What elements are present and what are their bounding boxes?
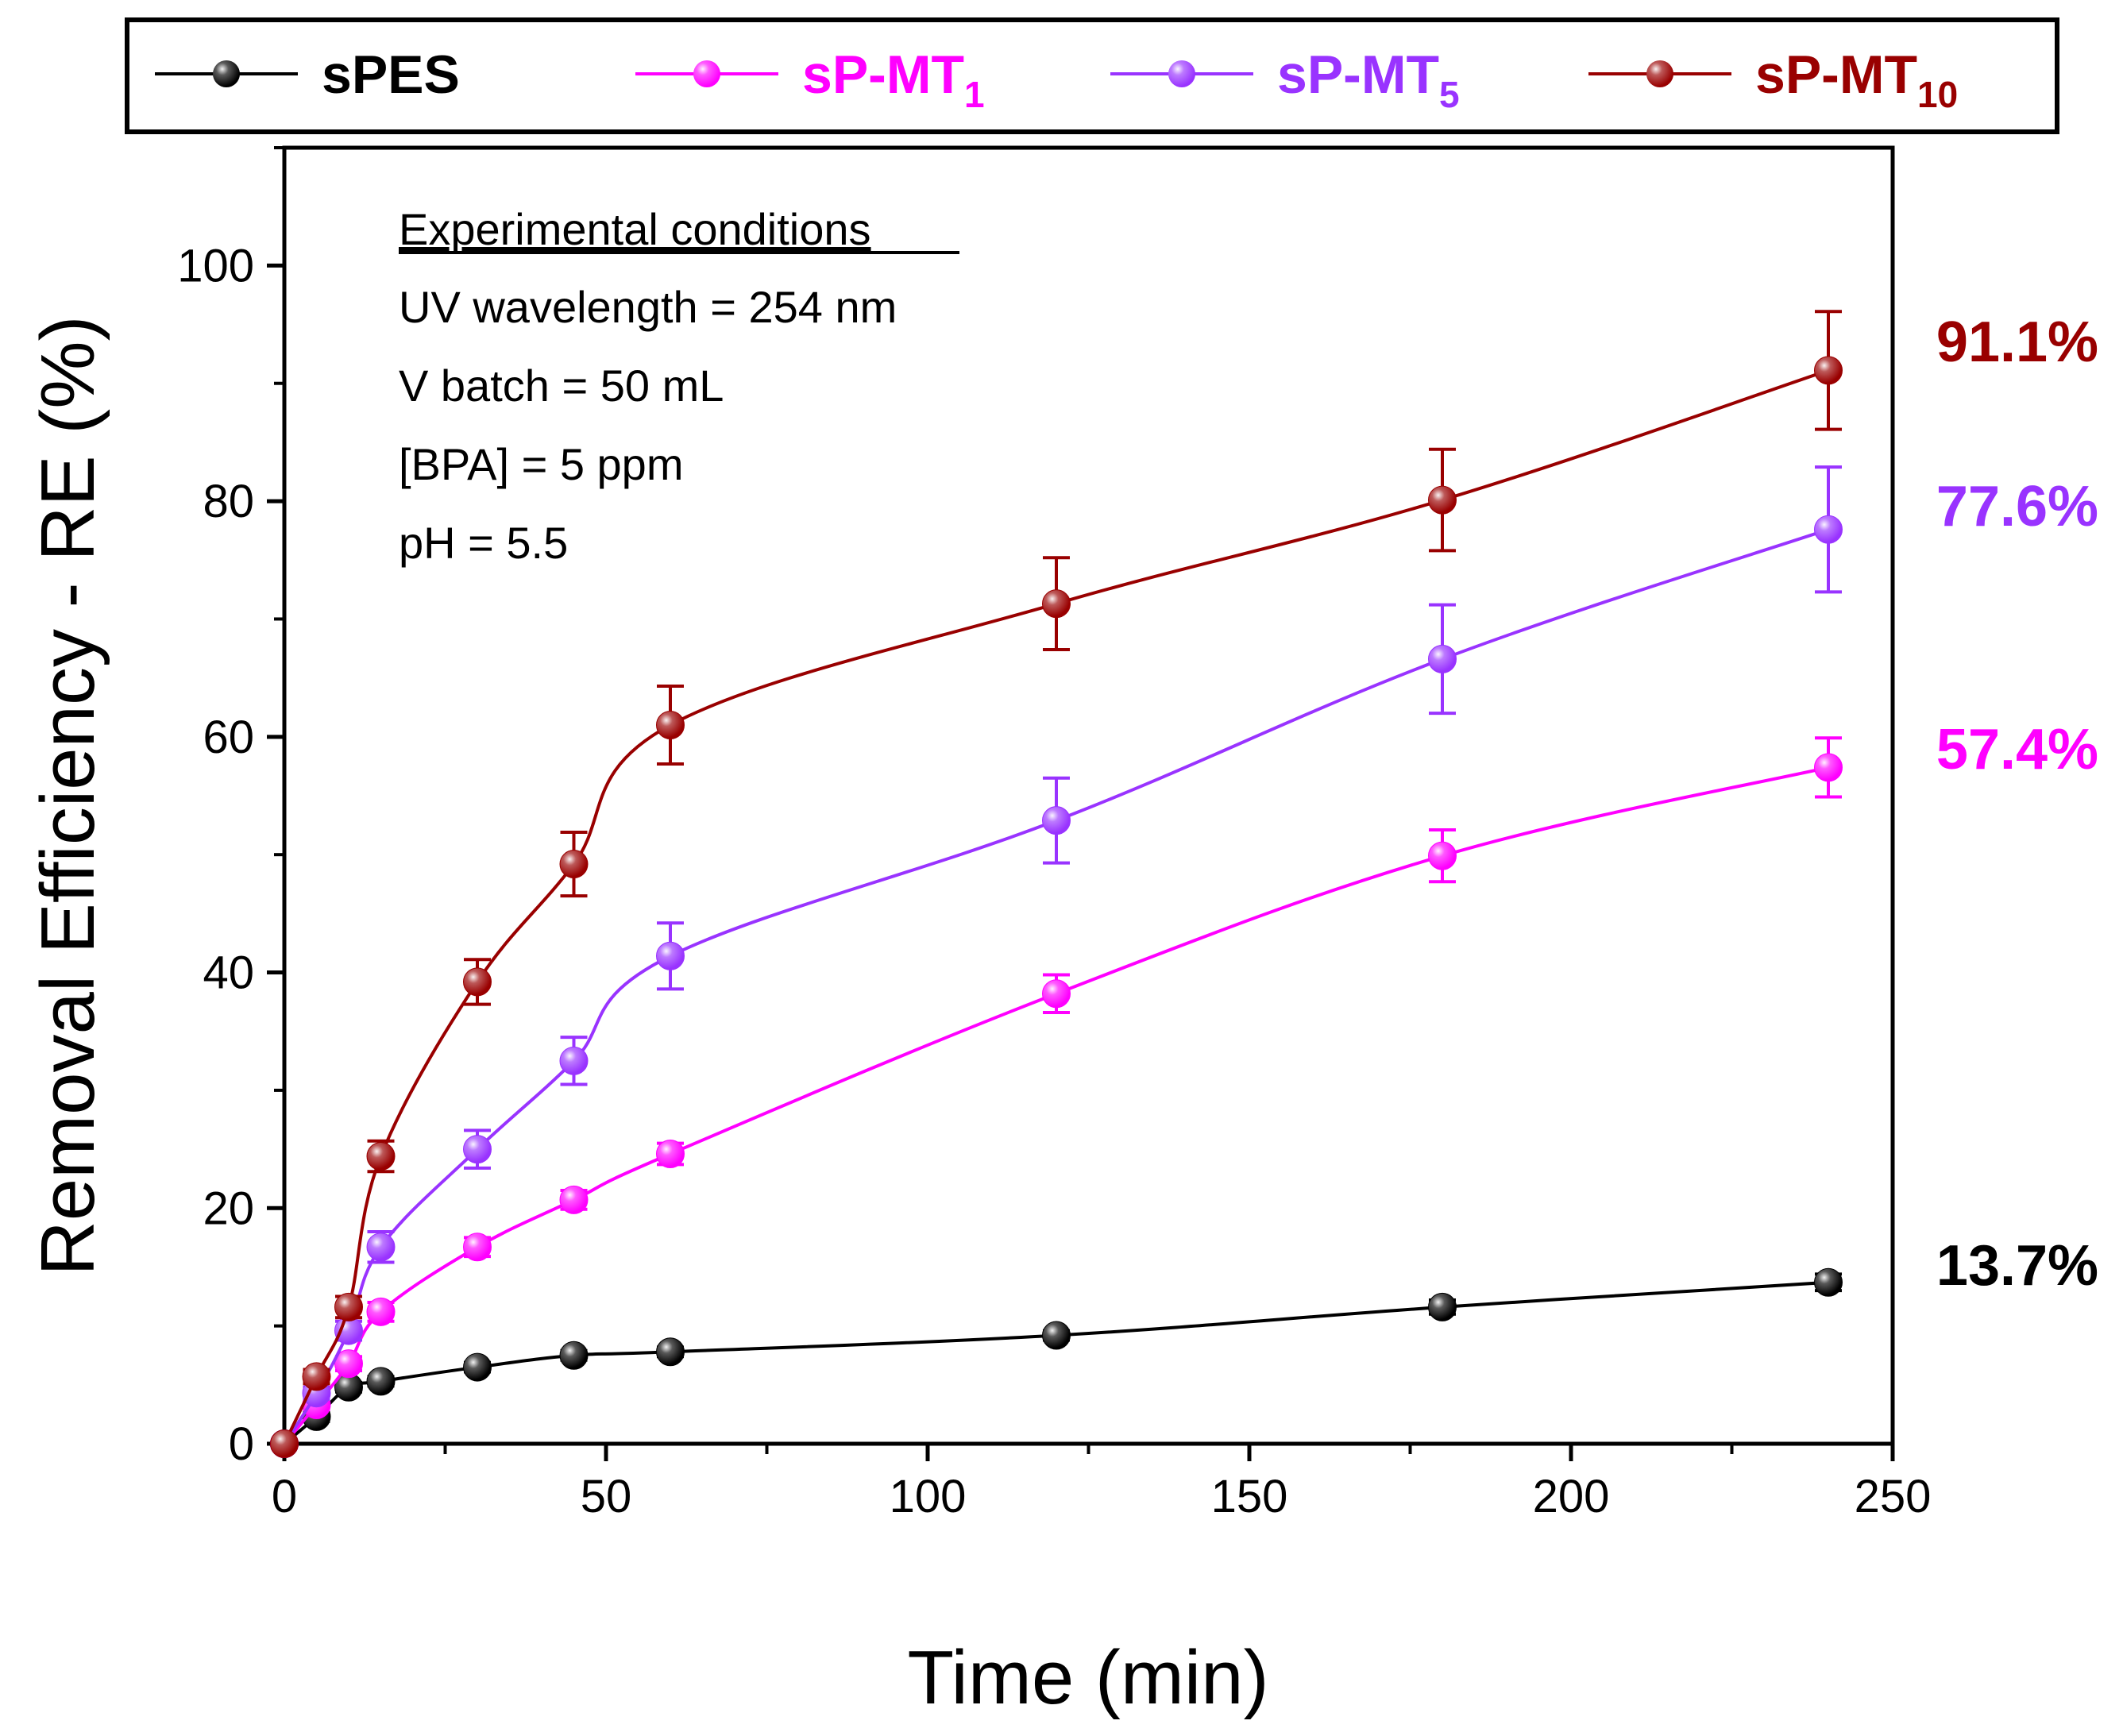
data-point [656, 941, 685, 970]
y-axis-ticks: 0 20 40 60 80 100 [177, 146, 284, 1470]
legend-item-sP-MT5: sP-MT5 [1110, 44, 1460, 115]
data-point [559, 1046, 589, 1075]
legend-marker [693, 60, 720, 87]
y-tick-label: 60 [203, 712, 254, 763]
x-tick-label: 200 [1533, 1471, 1610, 1522]
conditions-heading: Experimental conditions [399, 204, 871, 254]
conditions-line-volume: V batch = 50 mL [399, 361, 724, 411]
data-point [463, 1352, 492, 1382]
end-value-label: 91.1% [1936, 311, 2098, 374]
legend-label: sP-MT10 [1755, 44, 1958, 115]
data-point [1428, 644, 1457, 673]
y-tick-label: 40 [203, 947, 254, 999]
data-point [366, 1367, 396, 1396]
data-point [1428, 485, 1457, 515]
data-point [366, 1141, 396, 1171]
x-tick-label: 0 [272, 1471, 297, 1522]
data-point [302, 1362, 331, 1391]
y-tick-label: 100 [177, 240, 254, 291]
legend: sPES sP-MT1 sP-MT5 sP-MT10 [125, 17, 2059, 134]
data-point [334, 1292, 363, 1321]
legend-label: sPES [322, 44, 460, 105]
legend-items: sPES sP-MT1 sP-MT5 sP-MT10 [155, 44, 1958, 115]
x-axis-ticks: 0 50 100 150 200 250 [272, 1444, 1932, 1522]
legend-item-sPES: sPES [155, 44, 460, 105]
conditions-line-uv: UV wavelength = 254 nm [399, 282, 897, 332]
data-point [1814, 515, 1843, 544]
series-layer [270, 310, 1843, 1458]
data-point [559, 1341, 589, 1370]
series-sP-MT10 [270, 310, 1843, 1458]
data-point [656, 1337, 685, 1367]
data-point [1042, 806, 1071, 835]
data-point [463, 967, 492, 997]
plot-frame [282, 145, 1895, 1446]
data-point [334, 1372, 363, 1402]
data-point [366, 1297, 396, 1326]
data-point [1042, 979, 1071, 1009]
end-value-label: 57.4% [1936, 718, 2098, 781]
legend-marker [1168, 60, 1195, 87]
x-tick-label: 100 [890, 1471, 967, 1522]
data-point [1042, 1321, 1071, 1350]
data-point [559, 850, 589, 879]
legend-marker [213, 60, 240, 87]
y-tick-label: 20 [203, 1182, 254, 1234]
data-point [270, 1429, 299, 1458]
data-point [1814, 753, 1843, 782]
conditions-line-bpa: [BPA] = 5 ppm [399, 439, 683, 489]
data-point [334, 1349, 363, 1379]
conditions-line-ph: pH = 5.5 [399, 518, 568, 568]
end-value-label: 13.7% [1936, 1234, 2098, 1298]
data-point [1814, 1267, 1843, 1297]
legend-marker [1646, 60, 1673, 87]
end-value-label: 77.6% [1936, 475, 2098, 538]
data-point [1814, 356, 1843, 385]
end-labels: 13.7% 57.4% 77.6% 91.1% [1936, 311, 2098, 1298]
conditions-annotation: Experimental conditions UV wavelength = … [399, 204, 959, 568]
x-tick-label: 50 [581, 1471, 632, 1522]
data-point [463, 1135, 492, 1164]
data-point [1428, 1292, 1457, 1321]
x-axis-title: Time (min) [907, 1635, 1268, 1720]
legend-item-sP-MT1: sP-MT1 [635, 44, 985, 115]
series-line [283, 1280, 1829, 1445]
series-sPES [270, 1267, 1843, 1458]
legend-box [125, 17, 2059, 134]
data-point [656, 1140, 685, 1169]
y-axis-title: Removal Efficiency - RE (%) [25, 315, 110, 1275]
y-tick-label: 0 [229, 1418, 254, 1470]
data-point [559, 1185, 589, 1214]
data-point [366, 1233, 396, 1262]
data-point [1042, 589, 1071, 619]
legend-item-sP-MT10: sP-MT10 [1588, 44, 1958, 115]
x-tick-label: 250 [1855, 1471, 1932, 1522]
legend-label: sP-MT1 [802, 44, 985, 115]
legend-label: sP-MT5 [1277, 44, 1460, 115]
y-tick-label: 80 [203, 476, 254, 527]
x-tick-label: 150 [1211, 1471, 1288, 1522]
series-line [283, 368, 1829, 1445]
data-point [656, 710, 685, 739]
data-point [463, 1233, 492, 1262]
data-point [1428, 841, 1457, 870]
